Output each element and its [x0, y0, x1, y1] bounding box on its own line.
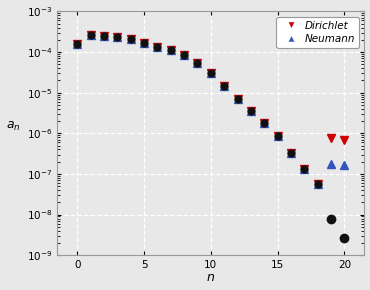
Legend: Dirichlet, Neumann: Dirichlet, Neumann: [276, 17, 359, 48]
Y-axis label: $a_n$: $a_n$: [6, 120, 20, 133]
X-axis label: n: n: [207, 271, 215, 284]
